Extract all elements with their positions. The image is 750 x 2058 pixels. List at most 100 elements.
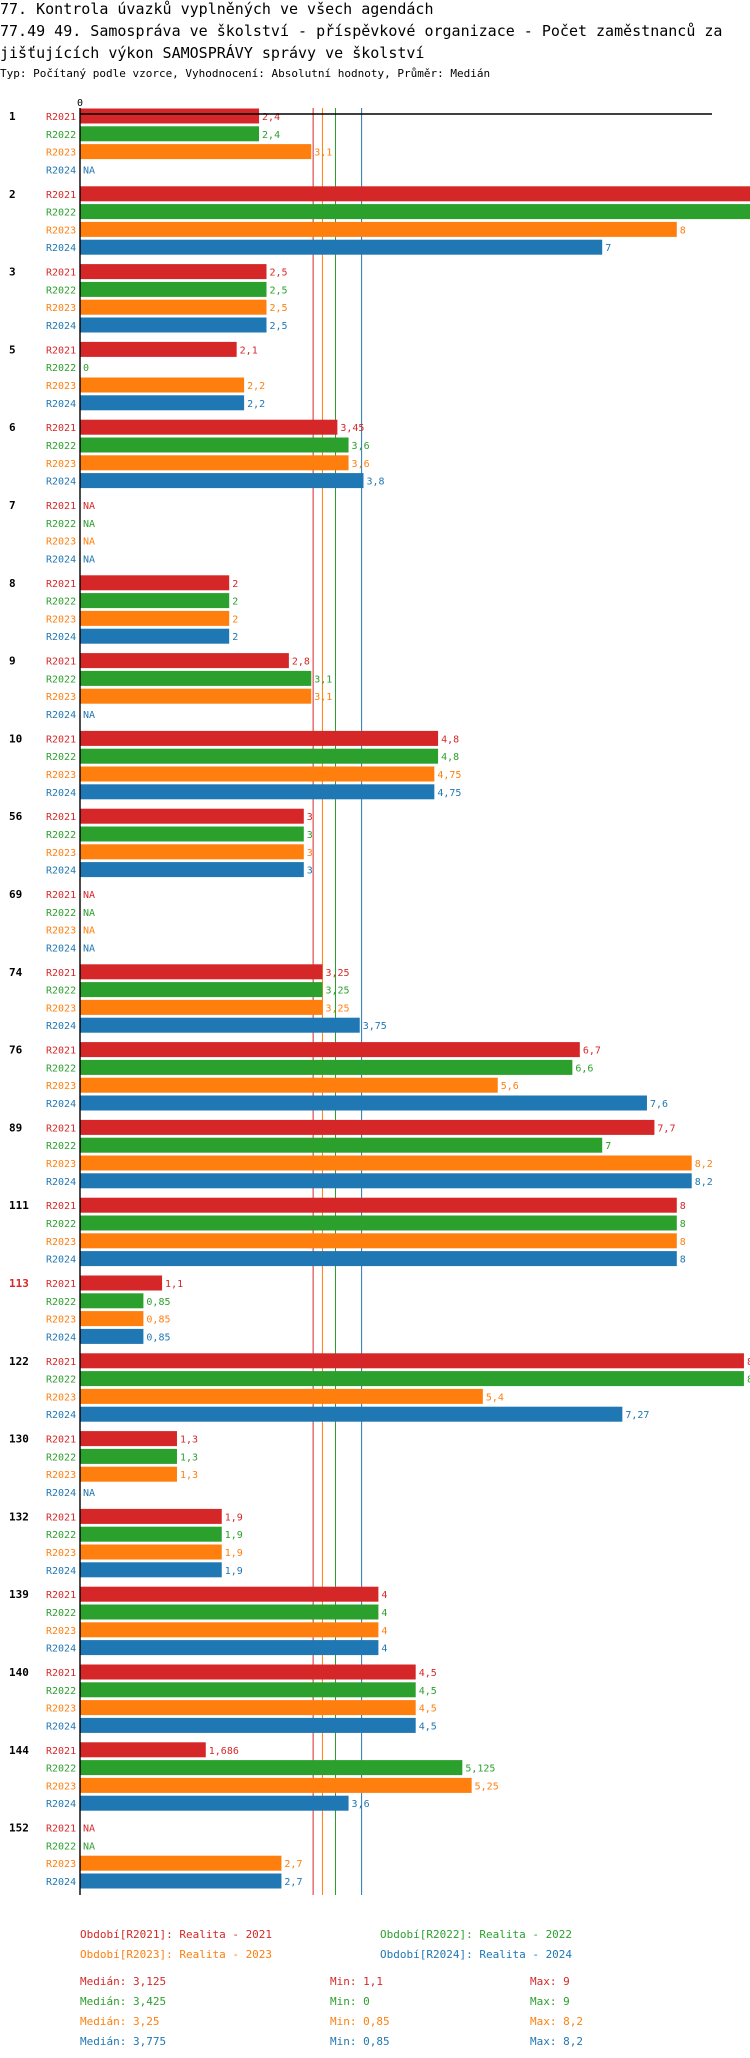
series-label: R2024 <box>46 1410 76 1421</box>
series-label: R2024 <box>46 866 76 877</box>
data-label: 1,3 <box>180 1435 198 1446</box>
series-label: R2021 <box>46 1668 76 1679</box>
bar <box>80 784 435 800</box>
data-label: 0,85 <box>146 1315 170 1326</box>
series-label: R2023 <box>46 770 76 781</box>
data-label: 2 <box>232 597 238 608</box>
group-label: 139 <box>9 1588 29 1601</box>
series-label: R2023 <box>46 1003 76 1014</box>
series-label: R2024 <box>46 1721 76 1732</box>
series-label: R2024 <box>46 1099 76 1110</box>
series-label: R2024 <box>46 1799 76 1810</box>
data-label: 5,6 <box>501 1081 519 1092</box>
data-label: 8 <box>680 1255 686 1266</box>
bar <box>80 1233 677 1249</box>
bar <box>80 730 439 746</box>
data-label: 3,1 <box>314 148 332 159</box>
series-label: R2024 <box>46 477 76 488</box>
series-label: R2023 <box>46 1315 76 1326</box>
data-label: 1,1 <box>165 1279 183 1290</box>
data-label: 8,9 <box>747 1375 750 1386</box>
data-label: 4 <box>381 1626 387 1637</box>
series-label: R2024 <box>46 788 76 799</box>
series-label: R2021 <box>46 501 76 512</box>
bar <box>80 1742 206 1758</box>
bar <box>80 239 603 255</box>
data-label: 7,27 <box>625 1410 649 1421</box>
legend-item-r2021: Období[R2021]: Realita - 2021 <box>80 1928 273 1941</box>
series-label: R2023 <box>46 1781 76 1792</box>
bar <box>80 144 312 160</box>
bar <box>80 982 323 998</box>
data-label: 4,8 <box>441 734 459 745</box>
group-label: 140 <box>9 1666 29 1679</box>
data-label: 2,5 <box>270 268 288 279</box>
bar <box>80 808 304 824</box>
legend-item-r2024: Období[R2024]: Realita - 2024 <box>380 1948 573 1961</box>
bar <box>80 1406 623 1422</box>
bar <box>80 593 230 609</box>
data-label: NA <box>83 165 95 176</box>
data-label: 1,9 <box>225 1512 243 1523</box>
group-label: 74 <box>9 966 23 979</box>
stat-median-r2024: Medián: 3,775 <box>80 2035 167 2048</box>
data-label: 8 <box>680 1237 686 1248</box>
group-label: 9 <box>9 655 16 668</box>
group-label: 1 <box>9 110 16 123</box>
bar <box>80 204 750 220</box>
series-label: R2021 <box>46 1746 76 1757</box>
bar <box>80 1119 655 1135</box>
series-label: R2021 <box>46 890 76 901</box>
chart-title-line-3: jišťujících výkon SAMOSPRÁVY správy ve š… <box>0 44 425 62</box>
series-label: R2023 <box>46 692 76 703</box>
data-label: 6,6 <box>575 1063 593 1074</box>
data-label: 3,25 <box>325 986 349 997</box>
series-label: R2021 <box>46 812 76 823</box>
bar <box>80 1855 282 1871</box>
series-label: R2023 <box>46 1159 76 1170</box>
series-label: R2024 <box>46 1644 76 1655</box>
series-label: R2022 <box>46 1452 76 1463</box>
bar <box>80 473 364 489</box>
data-label: 8 <box>680 1201 686 1212</box>
series-label: R2021 <box>46 1512 76 1523</box>
data-label: 4,5 <box>419 1721 437 1732</box>
bar <box>80 1215 677 1231</box>
series-label: R2021 <box>46 268 76 279</box>
bar <box>80 126 260 142</box>
series-label: R2021 <box>46 1357 76 1368</box>
bar <box>80 1095 647 1111</box>
data-label: 7 <box>605 243 611 254</box>
data-label: NA <box>83 519 95 530</box>
series-label: R2022 <box>46 130 76 141</box>
data-label: 0 <box>83 363 89 374</box>
bar <box>80 1544 222 1560</box>
data-label: 8,2 <box>695 1159 713 1170</box>
bar <box>80 628 230 644</box>
data-label: 8,9 <box>747 1357 750 1368</box>
data-label: 3 <box>307 848 313 859</box>
series-label: R2021 <box>46 112 76 123</box>
data-label: 5,4 <box>486 1392 504 1403</box>
data-label: NA <box>83 1824 95 1835</box>
data-label: 2,2 <box>247 381 265 392</box>
bar <box>80 1059 573 1075</box>
bar <box>80 299 267 315</box>
data-label: 3 <box>307 866 313 877</box>
series-label: R2021 <box>46 1590 76 1601</box>
data-label: 2,7 <box>284 1859 302 1870</box>
series-label: R2023 <box>46 1859 76 1870</box>
bar <box>80 964 323 980</box>
bar <box>80 1795 349 1811</box>
series-label: R2024 <box>46 554 76 565</box>
series-label: R2022 <box>46 363 76 374</box>
bar <box>80 1640 379 1656</box>
bar <box>80 264 267 280</box>
data-label: 2,5 <box>270 321 288 332</box>
series-label: R2023 <box>46 1548 76 1559</box>
data-label: 2,7 <box>284 1877 302 1888</box>
series-label: R2023 <box>46 303 76 314</box>
stat-median-r2022: Medián: 3,425 <box>80 1995 167 2008</box>
bar <box>80 1155 692 1171</box>
bar <box>80 688 312 704</box>
